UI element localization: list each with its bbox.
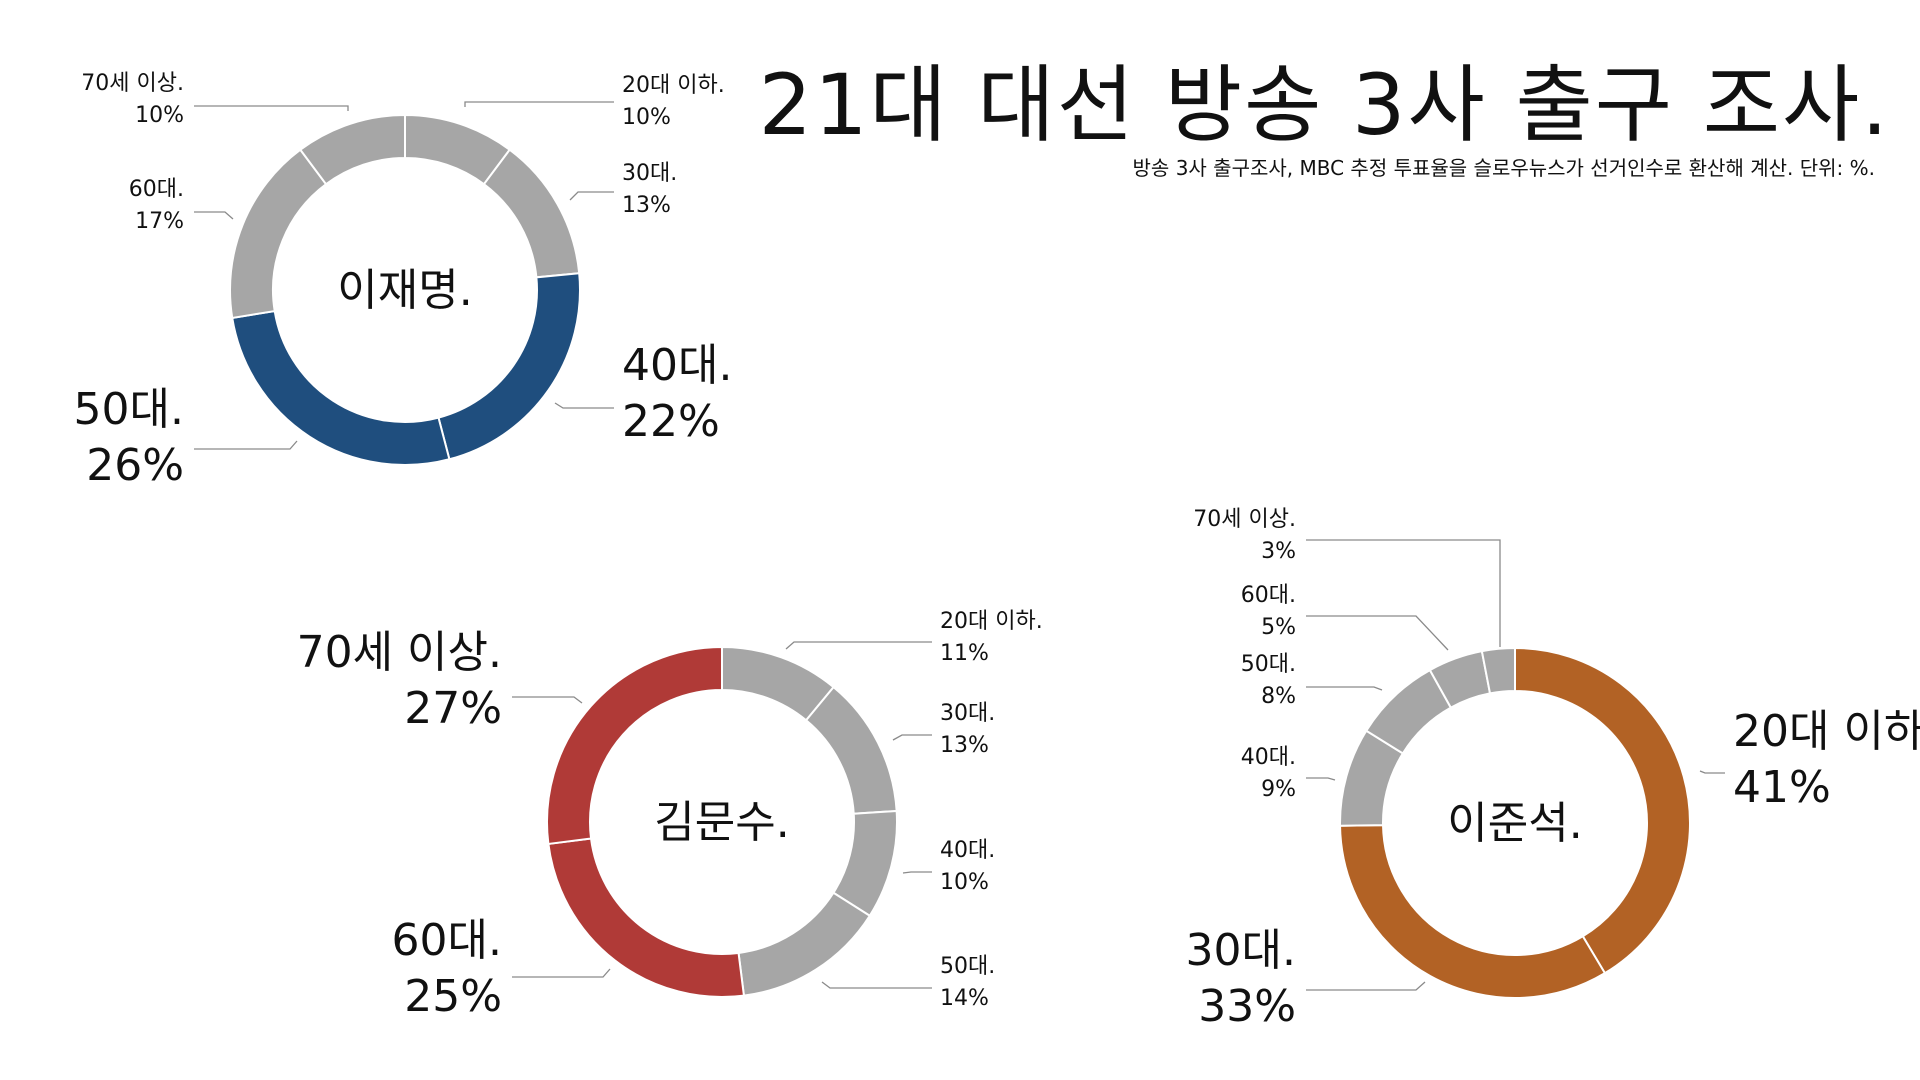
slice-label: 20대 이하. bbox=[622, 73, 725, 98]
slice-value-label: 41% bbox=[1733, 762, 1831, 813]
leader-line bbox=[1306, 686, 1383, 691]
slice-value-label: 10% bbox=[622, 105, 671, 130]
leader-line bbox=[902, 871, 932, 874]
slice-label: 70세 이상. bbox=[1193, 507, 1296, 532]
candidate-name: 이준석. bbox=[1447, 798, 1582, 849]
slice-value-label: 10% bbox=[135, 103, 184, 128]
slice-value-label: 26% bbox=[86, 440, 184, 491]
leader-line bbox=[194, 211, 234, 220]
leader-line bbox=[512, 696, 583, 704]
leader-line bbox=[821, 981, 932, 989]
donut-slice bbox=[546, 645, 723, 846]
donut-slice bbox=[482, 148, 581, 279]
slice-label: 60대. bbox=[1241, 583, 1296, 608]
donut-slice bbox=[737, 891, 872, 997]
slice-label: 30대. bbox=[622, 161, 677, 186]
slice-label: 70세 이상. bbox=[81, 71, 184, 96]
slice-value-label: 17% bbox=[135, 209, 184, 234]
slice-label: 70세 이상. bbox=[297, 627, 502, 678]
leader-line bbox=[1699, 770, 1725, 774]
leader-line bbox=[554, 402, 614, 409]
slice-label: 30대. bbox=[940, 701, 995, 726]
leader-line bbox=[1306, 981, 1426, 991]
donut-slice bbox=[804, 685, 898, 815]
slice-value-label: 8% bbox=[1261, 684, 1296, 709]
slice-value-label: 25% bbox=[404, 971, 502, 1022]
slice-label: 40대. bbox=[940, 838, 995, 863]
slice-value-label: 13% bbox=[940, 733, 989, 758]
donut-slice bbox=[1480, 646, 1516, 695]
donut-slice bbox=[1339, 824, 1607, 999]
donut-slice bbox=[229, 148, 328, 320]
leader-line bbox=[569, 191, 614, 201]
leader-line bbox=[1306, 539, 1501, 647]
donut-chart: 20대 이하. 11% 30대. 13% 40대. 10% 50대. 14% 60대.25% 70… bbox=[297, 609, 1043, 1022]
leader-line bbox=[892, 734, 932, 741]
leader-line bbox=[194, 440, 298, 450]
slice-value-label: 5% bbox=[1261, 615, 1296, 640]
slice-value-label: 9% bbox=[1261, 777, 1296, 802]
leader-line bbox=[785, 641, 932, 650]
slice-value-label: 33% bbox=[1198, 981, 1296, 1032]
slice-value-label: 14% bbox=[940, 986, 989, 1011]
donut-chart: 20대 이하.41% 30대.33% 40대. 9% 50대. 8% 60대. 5% 70세 이… bbox=[1186, 507, 1920, 1032]
donut-slice bbox=[1514, 646, 1691, 975]
page-subtitle: 방송 3사 출구조사, MBC 추정 투표율을 슬로우뉴스가 선거인수로 환산해… bbox=[1132, 156, 1875, 180]
leader-line bbox=[194, 105, 349, 111]
slice-value-label: 13% bbox=[622, 193, 671, 218]
candidate-name: 이재명. bbox=[337, 265, 472, 316]
slice-value-label: 10% bbox=[940, 870, 989, 895]
candidate-name: 김문수. bbox=[654, 797, 789, 848]
slice-value-label: 27% bbox=[404, 683, 502, 734]
donut-chart: 20대 이하. 10% 30대. 13% 40대.22% 50대.26% 60대. 17% 70… bbox=[74, 71, 733, 491]
donut-slice bbox=[298, 113, 406, 186]
slice-label: 20대 이하. bbox=[1733, 706, 1920, 757]
slice-label: 20대 이하. bbox=[940, 609, 1043, 634]
slice-label: 50대. bbox=[74, 384, 184, 435]
page-title: 21대 대선 방송 3사 출구 조사. bbox=[758, 56, 1890, 154]
slice-value-label: 22% bbox=[622, 396, 720, 447]
slice-label: 50대. bbox=[940, 954, 995, 979]
slice-label: 60대. bbox=[392, 915, 502, 966]
slice-label: 60대. bbox=[129, 177, 184, 202]
slice-value-label: 11% bbox=[940, 641, 989, 666]
slice-value-label: 3% bbox=[1261, 539, 1296, 564]
slice-label: 40대. bbox=[1241, 745, 1296, 770]
slice-label: 50대. bbox=[1241, 652, 1296, 677]
leader-line bbox=[464, 101, 614, 107]
donut-slice bbox=[231, 309, 451, 466]
donut-slice bbox=[547, 837, 746, 998]
leader-line bbox=[512, 968, 611, 978]
leader-line bbox=[1306, 777, 1336, 781]
leader-line bbox=[1306, 615, 1449, 651]
slice-label: 30대. bbox=[1186, 925, 1296, 976]
slice-label: 40대. bbox=[622, 340, 732, 391]
